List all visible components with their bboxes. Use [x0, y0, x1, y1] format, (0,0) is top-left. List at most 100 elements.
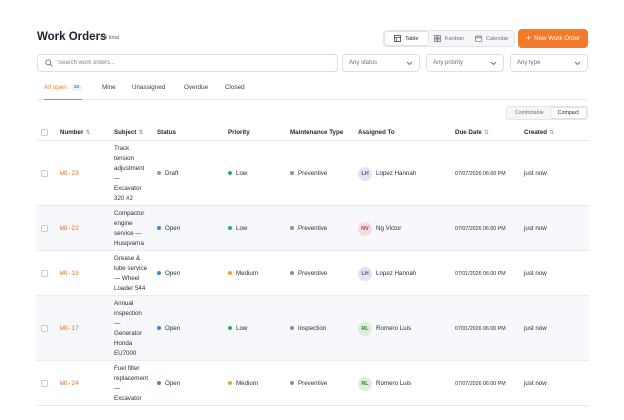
maintenance-type-cell: Preventive: [290, 270, 327, 277]
sort-icon: ⇅: [138, 130, 144, 136]
status-label: Draft: [165, 169, 179, 177]
sort-icon: ⇅: [85, 130, 91, 136]
maintenance-type-label: Preventive: [298, 269, 328, 277]
column-assigned-to[interactable]: Assigned To: [358, 129, 395, 136]
status-cell: Open: [157, 380, 180, 387]
row-checkbox[interactable]: [41, 324, 48, 332]
work-order-subject[interactable]: Compactor engine service — Husqvarna: [114, 209, 154, 249]
maintenance-type-label: Preventive: [298, 169, 328, 177]
status-cell: Open: [157, 225, 180, 232]
view-calendar-button[interactable]: Calendar: [470, 32, 513, 45]
table-row[interactable]: WO-24 Fuel filter replacement — Excavator Ope…: [36, 361, 589, 406]
priority-dot: [228, 326, 232, 330]
column-number[interactable]: Number ⇅: [60, 129, 90, 136]
tab-bar: All open 18 Mine Unassigned Overdue Close…: [37, 80, 588, 100]
chevron-down-icon: [406, 61, 413, 65]
assignee-name: Ng Victor: [376, 225, 402, 232]
column-status[interactable]: Status: [157, 129, 176, 136]
density-toggle: Comfortable Compact: [506, 106, 588, 120]
row-checkbox[interactable]: [41, 379, 48, 387]
tab-closed[interactable]: Closed: [225, 84, 245, 91]
assignee-cell[interactable]: LH Lopez Hannah: [358, 166, 416, 181]
status-dot: [157, 381, 161, 385]
maintenance-type-cell: Preventive: [290, 170, 327, 177]
table-row[interactable]: WO-22 Compactor engine service — Husqvarna Op…: [36, 206, 589, 251]
work-order-subject[interactable]: Track tension adjustment — Excavator 320 #2: [114, 144, 154, 204]
column-created[interactable]: Created ⇅: [524, 129, 554, 136]
priority-label: Low: [236, 324, 248, 332]
status-filter-select[interactable]: Any status: [342, 54, 420, 72]
column-due-date[interactable]: Due Date ⇅: [455, 129, 489, 136]
new-work-order-button[interactable]: + New Work Order: [518, 29, 588, 48]
table-row[interactable]: WO-17 Annual inspection — Generator Honda EU70…: [36, 296, 589, 361]
status-label: Open: [165, 269, 181, 277]
due-date: 07/01/2026 06:00 PM: [455, 270, 506, 277]
priority-cell: Low: [228, 170, 247, 177]
priority-cell: Medium: [228, 380, 258, 387]
priority-filter-select[interactable]: Any priority: [426, 54, 504, 72]
chevron-down-icon: [574, 61, 581, 65]
assignee-name: Lopez Hannah: [376, 270, 417, 277]
maintenance-type-label: Preventive: [298, 224, 328, 232]
column-subject[interactable]: Subject ⇅: [114, 129, 143, 136]
search-input[interactable]: [58, 60, 318, 66]
assignee-cell[interactable]: RL Romero Luis: [358, 321, 412, 336]
status-cell: Open: [157, 270, 180, 277]
work-order-subject[interactable]: Annual inspection — Generator Honda EU7000: [114, 299, 154, 359]
subject-line: lube service: [114, 264, 148, 272]
tab-overdue[interactable]: Overdue: [184, 84, 209, 91]
row-checkbox[interactable]: [41, 169, 48, 177]
type-dot: [290, 226, 294, 230]
subject-line: service —: [114, 229, 142, 237]
work-order-subject[interactable]: Grease & lube service — Wheel Loader 544: [114, 254, 154, 294]
column-priority[interactable]: Priority: [228, 129, 250, 136]
assignee-cell[interactable]: RL Romero Luis: [358, 376, 411, 391]
view-table-button[interactable]: Table: [385, 32, 428, 45]
sort-icon: ⇅: [483, 130, 489, 136]
avatar: LH: [358, 266, 372, 281]
assignee-cell[interactable]: LH Lopez Hannah: [358, 266, 417, 281]
table-row[interactable]: WO-23 Track tension adjustment — Excavator 320…: [36, 141, 589, 206]
column-subject-label: Subject: [114, 129, 137, 136]
type-dot: [290, 171, 294, 175]
tab-unassigned[interactable]: Unassigned: [132, 84, 166, 91]
chevron-down-icon: [490, 61, 497, 65]
work-order-subject[interactable]: Fuel filter replacement — Excavator: [114, 364, 154, 404]
comfortable-button[interactable]: Comfortable: [514, 110, 544, 116]
assignee-name: Romero Luis: [376, 325, 412, 332]
avatar: LH: [358, 166, 372, 181]
work-order-number[interactable]: WO-24: [60, 379, 79, 387]
table-row[interactable]: WO-19 Grease & lube service — Wheel Loader 5…: [36, 251, 589, 296]
work-order-number[interactable]: WO-23: [60, 169, 79, 177]
subject-line: Compactor: [114, 209, 145, 217]
status-filter-value: Any status: [349, 60, 378, 66]
subject-line: replacement: [114, 374, 149, 382]
subject-line: —: [114, 384, 121, 392]
type-dot: [290, 326, 294, 330]
subject-line: tension: [114, 154, 134, 162]
compact-button[interactable]: Compact: [550, 108, 586, 118]
column-maintenance-type[interactable]: Maintenance Type: [290, 129, 344, 136]
work-order-number[interactable]: WO-22: [60, 224, 79, 232]
created-date: just now: [524, 224, 547, 232]
assignee-cell[interactable]: NV Ng Victor: [358, 221, 402, 236]
type-filter-select[interactable]: Any type: [510, 54, 588, 72]
select-all-checkbox[interactable]: [41, 129, 48, 136]
row-checkbox[interactable]: [41, 269, 48, 277]
work-order-number[interactable]: WO-19: [60, 269, 79, 277]
priority-cell: Medium: [228, 270, 258, 277]
tab-all-open[interactable]: All open 18: [44, 84, 83, 100]
due-date: 07/07/2026 06:00 PM: [455, 225, 506, 232]
tab-mine[interactable]: Mine: [102, 84, 116, 91]
priority-label: Low: [236, 224, 248, 232]
subject-line: EU7000: [114, 349, 137, 357]
avatar: RL: [358, 321, 372, 336]
priority-label: Medium: [236, 269, 259, 277]
view-kanban-button[interactable]: Kanban: [428, 32, 471, 45]
type-filter-value: Any type: [517, 60, 541, 66]
row-checkbox[interactable]: [41, 224, 48, 232]
calendar-icon: [475, 35, 482, 42]
plus-icon: +: [525, 33, 532, 43]
status-dot: [157, 171, 161, 175]
work-order-number[interactable]: WO-17: [60, 324, 79, 332]
